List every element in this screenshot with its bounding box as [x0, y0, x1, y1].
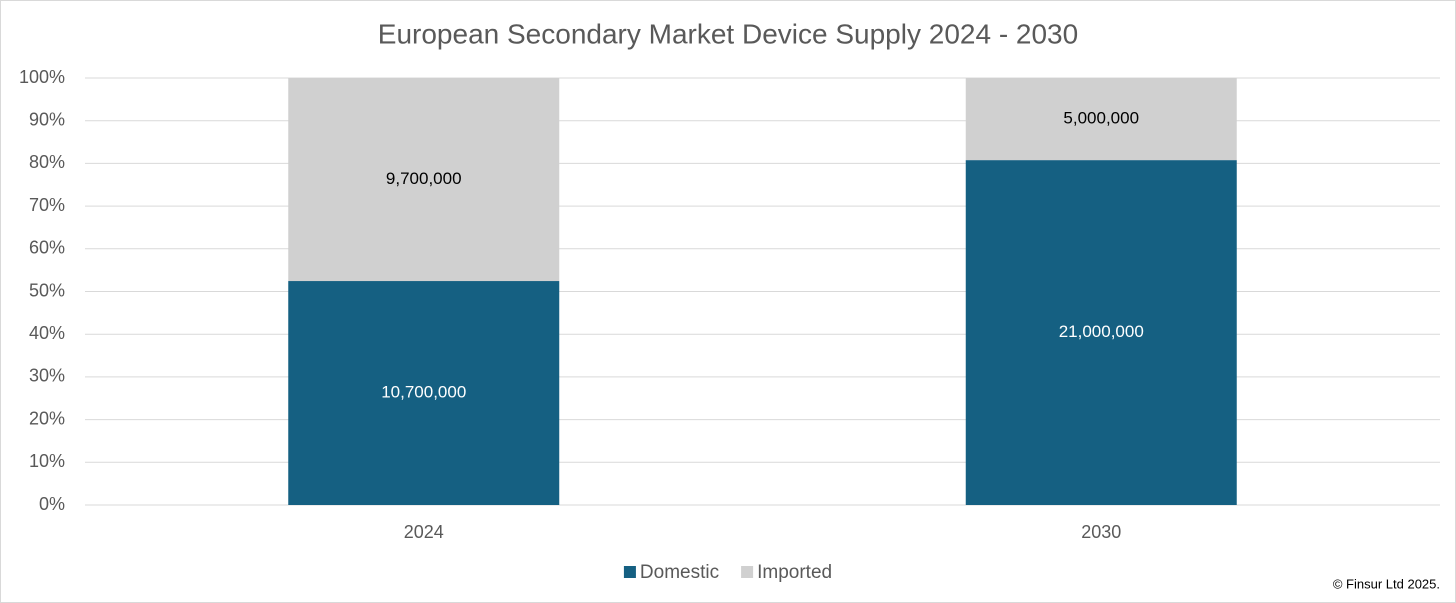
- y-tick-label: 80%: [29, 152, 65, 172]
- data-label: 5,000,000: [1063, 109, 1139, 128]
- legend-label: Domestic: [640, 562, 719, 583]
- y-tick-label: 20%: [29, 408, 65, 428]
- y-tick-label: 0%: [39, 494, 65, 514]
- legend-swatch: [623, 566, 636, 578]
- data-label: 21,000,000: [1059, 322, 1144, 341]
- x-tick-label: 2030: [1081, 522, 1121, 542]
- legend-label: Imported: [757, 562, 832, 583]
- x-tick-label: 2024: [404, 522, 444, 542]
- y-tick-label: 90%: [29, 109, 65, 129]
- data-label: 9,700,000: [386, 169, 462, 188]
- data-label: 10,700,000: [381, 383, 466, 402]
- y-tick-label: 60%: [29, 238, 65, 258]
- chart-title: European Secondary Market Device Supply …: [378, 18, 1078, 49]
- bar-segment: [965, 160, 1237, 505]
- y-tick-label: 50%: [29, 280, 65, 300]
- y-tick-label: 100%: [19, 67, 65, 87]
- y-tick-label: 40%: [29, 323, 65, 343]
- bar-segment: [965, 78, 1237, 161]
- y-tick-label: 30%: [29, 366, 65, 386]
- bar-segment: [288, 281, 560, 505]
- y-tick-label: 70%: [29, 195, 65, 215]
- bar-segment: [288, 78, 560, 282]
- legend-swatch: [741, 566, 754, 578]
- footnote: © Finsur Ltd 2025.: [1333, 576, 1440, 591]
- y-tick-label: 10%: [29, 451, 65, 471]
